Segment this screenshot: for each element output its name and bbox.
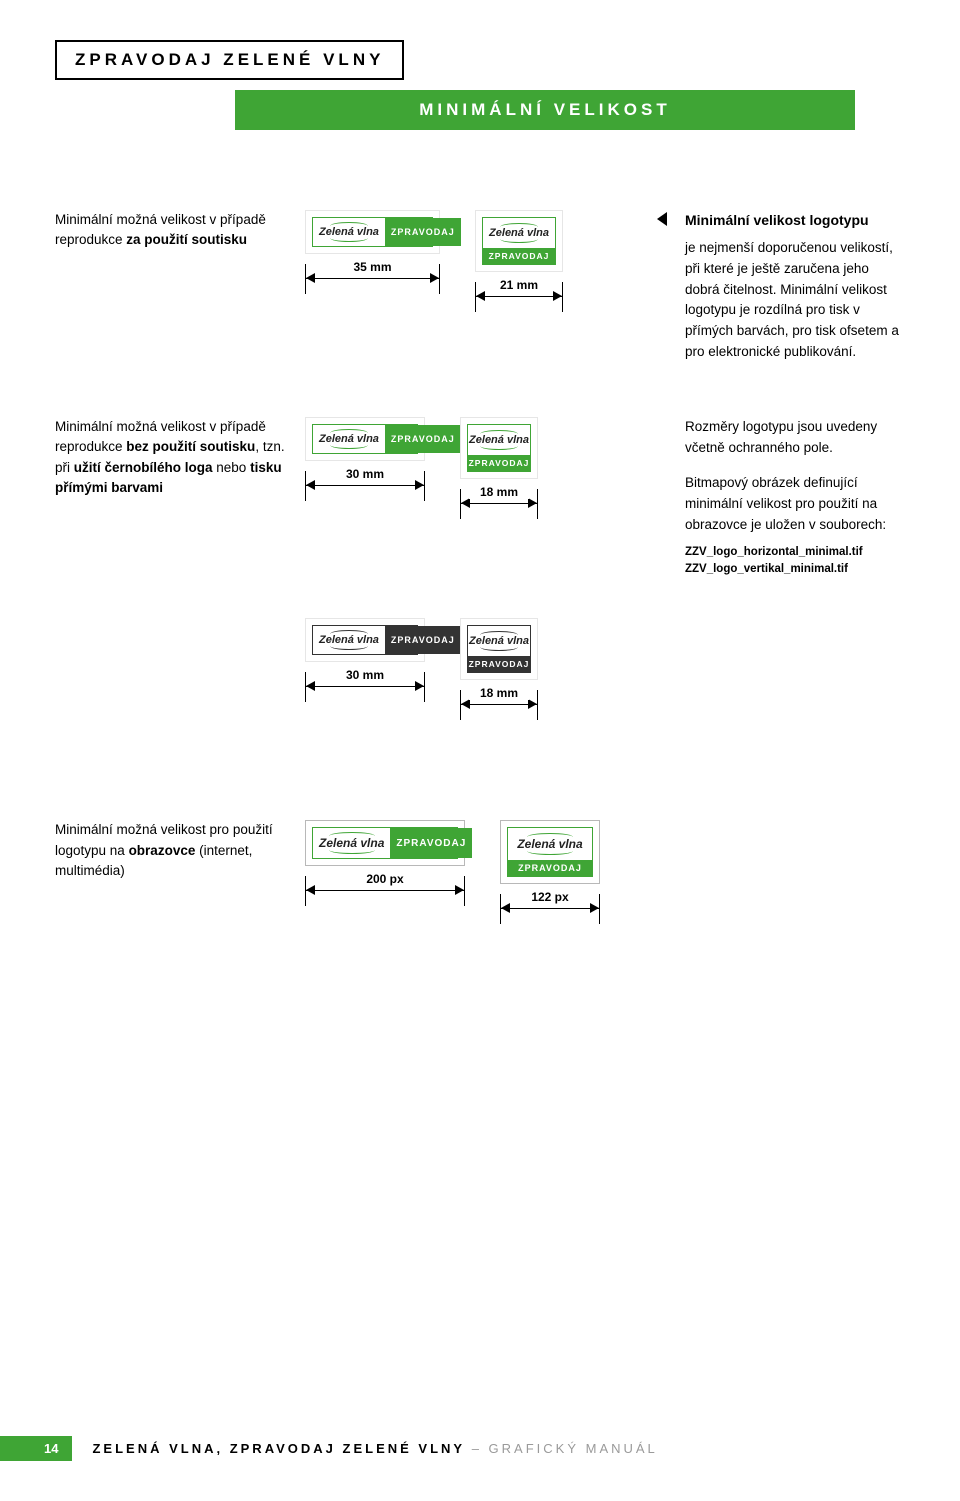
filename: ZZV_logo_horizontal_minimal.tif [685,544,905,561]
row2-logo-v-color: Zelená vlna ZPRAVODAJ 18 mm [460,417,538,519]
dim-arrow: 21 mm [475,282,563,312]
header-title: ZPRAVODAJ ZELENÉ VLNY [75,50,384,69]
row4-logo-v: Zelená vlna ZPRAVODAJ 122 px [500,820,600,924]
dim-arrow: 18 mm [460,489,538,519]
dim-arrow: 200 px [305,876,465,906]
row1-right: Minimální velikost logotypu je nejmenší … [675,210,905,377]
dim-arrow: 30 mm [305,672,425,702]
subheader-bar: MINIMÁLNÍ VELIKOST [235,90,855,130]
page-number: 14 [0,1436,72,1461]
dim-arrow: 18 mm [460,690,538,720]
row4-logo-h: Zelená vlna ZPRAVODAJ 200 px [305,820,465,924]
dim-arrow: 35 mm [305,264,440,294]
row1-desc: Minimální možná velikost v případě repro… [55,210,305,251]
row2-desc: Minimální možná velikost v případě repro… [55,417,305,498]
row4-desc: Minimální možná velikost pro použití log… [55,820,305,881]
triangle-pointer-icon [657,212,667,226]
row3-logo-v-mono: Zelená vlna ZPRAVODAJ 18 mm [460,618,538,720]
row2-right: Rozměry logotypu jsou uvedeny včetně och… [675,417,905,578]
row2-logo-h-color: Zelená vlna ZPRAVODAJ 30 mm [305,417,425,519]
row3-logo-h-mono: Zelená vlna ZPRAVODAJ 30 mm [305,618,425,720]
row1-logo-v: Zelená vlna ZPRAVODAJ 21 mm [475,210,563,312]
filename: ZZV_logo_vertikal_minimal.tif [685,561,905,578]
dim-arrow: 30 mm [305,471,425,501]
row1-logo-h: Zelená vlna ZPRAVODAJ 35 mm [305,210,440,312]
footer: 14 ZELENÁ VLNA, ZPRAVODAJ ZELENÉ VLNY – … [0,1436,960,1461]
dim-arrow: 122 px [500,894,600,924]
header-box: ZPRAVODAJ ZELENÉ VLNY [55,40,404,80]
